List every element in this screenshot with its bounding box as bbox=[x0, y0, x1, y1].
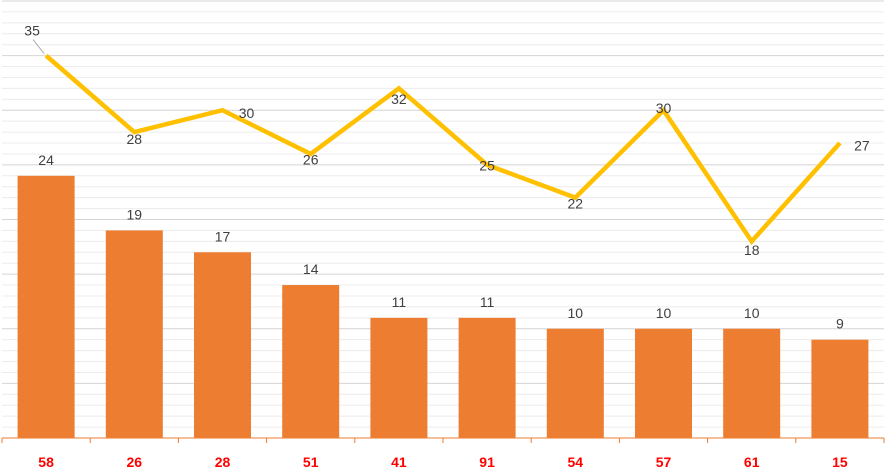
bar-data-label: 10 bbox=[656, 305, 672, 321]
x-tick-label: 61 bbox=[744, 454, 760, 470]
bar bbox=[282, 285, 340, 438]
line-data-label: 32 bbox=[391, 91, 407, 107]
line-path bbox=[44, 53, 842, 246]
bar-data-label: 14 bbox=[303, 261, 319, 277]
x-tick-label: 28 bbox=[215, 454, 231, 470]
bar bbox=[546, 328, 604, 438]
line-series bbox=[44, 53, 842, 246]
line-data-label: 30 bbox=[656, 100, 672, 116]
line-data-label: 30 bbox=[239, 105, 255, 121]
bar-data-label: 19 bbox=[127, 206, 143, 222]
line-data-label: 35 bbox=[24, 22, 40, 38]
x-axis: 58 26 28 51 41 91 54 57 61 15 bbox=[1, 437, 885, 470]
bar bbox=[458, 317, 516, 438]
bar bbox=[17, 175, 75, 439]
bar bbox=[194, 252, 251, 438]
bar-data-labels: 24 19 17 14 11 11 10 10 10 9 bbox=[38, 152, 844, 332]
line-data-label: 27 bbox=[854, 138, 870, 154]
bar-data-label: 10 bbox=[744, 305, 760, 321]
bar bbox=[105, 230, 163, 438]
x-tick-label: 51 bbox=[303, 454, 319, 470]
bar-data-label: 17 bbox=[215, 228, 231, 244]
x-tick-label: 54 bbox=[568, 454, 584, 470]
line-data-label: 25 bbox=[479, 158, 495, 174]
x-tick-label: 15 bbox=[832, 454, 848, 470]
line-data-label: 22 bbox=[568, 195, 584, 211]
x-tick-label: 26 bbox=[127, 454, 143, 470]
leader-line bbox=[32, 39, 45, 54]
bar-data-label: 24 bbox=[38, 152, 54, 168]
bar bbox=[723, 328, 781, 438]
bar-series bbox=[17, 175, 869, 439]
x-tick-label: 58 bbox=[38, 454, 54, 470]
line-data-labels: 35 28 30 26 32 25 22 30 18 27 bbox=[24, 22, 870, 258]
line-data-label: 28 bbox=[127, 131, 143, 147]
bar bbox=[811, 339, 869, 438]
bar bbox=[370, 317, 428, 438]
x-tick-label: 91 bbox=[479, 454, 495, 470]
bar-data-label: 10 bbox=[568, 305, 584, 321]
bar-data-label: 11 bbox=[480, 294, 495, 310]
bar-data-label: 11 bbox=[392, 294, 407, 310]
x-tick-label: 57 bbox=[656, 454, 672, 470]
bar-data-label: 9 bbox=[836, 316, 844, 332]
line-data-label: 26 bbox=[303, 152, 319, 168]
line-data-label: 18 bbox=[744, 242, 760, 258]
bar bbox=[635, 328, 692, 438]
x-tick-label: 41 bbox=[391, 454, 407, 470]
